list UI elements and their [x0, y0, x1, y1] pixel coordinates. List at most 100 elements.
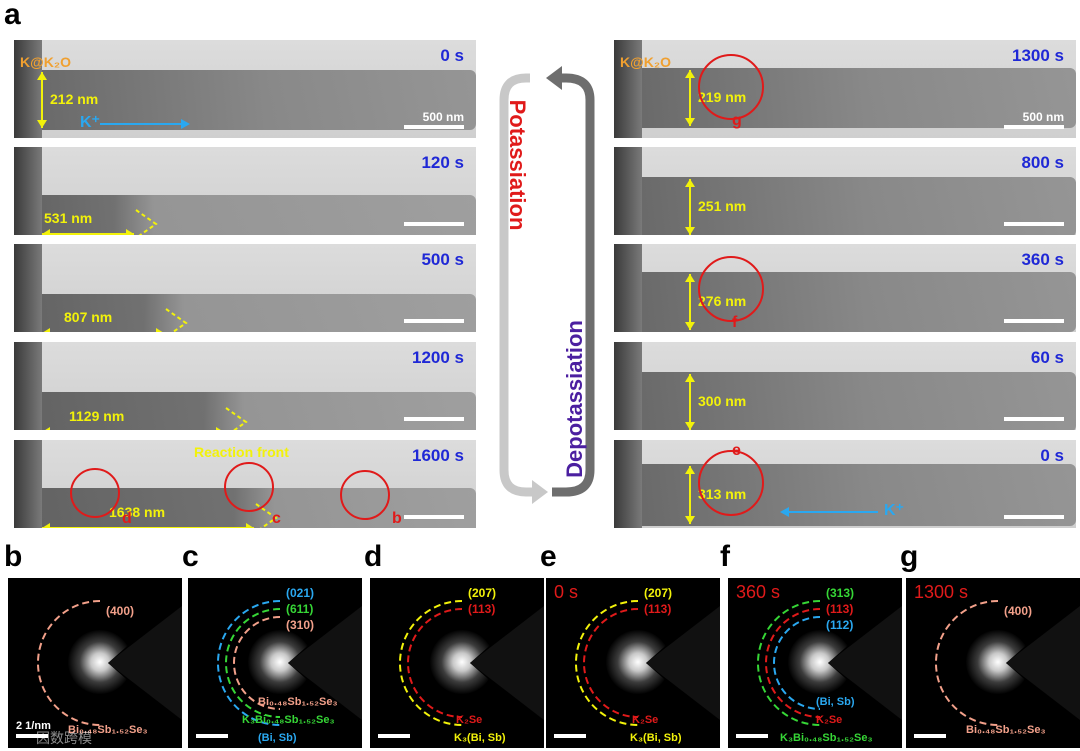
nanowire [14, 70, 476, 130]
right-frame-2: 360 s 276 nm f [614, 244, 1076, 332]
saed-time: 0 s [554, 582, 579, 602]
ring-index: (207) [468, 586, 497, 600]
measure-arrow [43, 308, 188, 332]
phase-label: Bi₀.₄₈Sb₁.₅₂Se₃ [68, 724, 148, 736]
diffraction-rings [575, 598, 720, 728]
saed-scale-bar [736, 734, 768, 738]
k-ion-arrow [780, 507, 878, 517]
scale-bar [1004, 417, 1064, 421]
electrode-label: K@K₂O [620, 54, 671, 70]
measure-arrow [42, 209, 158, 235]
electrode-edge [14, 40, 42, 138]
ring-index: (400) [106, 604, 135, 618]
frame-time: 60 s [1030, 348, 1064, 367]
ring-index: (207) [644, 586, 673, 600]
region-mark: c [272, 510, 281, 527]
measure-arrow [42, 503, 278, 528]
scale-bar [1004, 319, 1064, 323]
frame-time: 0 s [440, 46, 464, 65]
ring-index: (400) [1004, 604, 1033, 618]
saed-scale-bar [554, 734, 586, 738]
nanowire [14, 195, 476, 235]
scale-bar [1004, 515, 1064, 519]
ring-index: (313) [826, 586, 855, 600]
phase-label: K₃(Bi, Sb) [630, 732, 682, 744]
saed-panel-g: (400) 1300 s Bi₀.₄₈Sb₁.₅₂Se₃ [906, 578, 1080, 748]
region-circle [698, 54, 764, 120]
phase-label: (Bi, Sb) [816, 696, 855, 708]
frame-time: 500 s [421, 250, 464, 269]
nanowire [14, 294, 476, 332]
scale-bar [404, 319, 464, 323]
scale-bar [404, 515, 464, 519]
panel-label-b: b [4, 540, 23, 573]
measure-value: 1129 nm [69, 408, 125, 424]
electrode-edge [614, 244, 642, 332]
panel-label-c: c [182, 540, 199, 573]
saed-time: 1300 s [914, 582, 969, 602]
measure-arrow [685, 274, 695, 330]
region-mark: b [392, 510, 402, 527]
phase-label: K₂Se [632, 714, 659, 726]
saed-panel-d: (207) (113) K₂Se K₃(Bi, Sb) [370, 578, 544, 748]
measure-value: 212 nm [50, 91, 99, 107]
phase-label: K₂Se [816, 714, 843, 726]
frame-time: 1300 s [1012, 46, 1064, 65]
frame-time: 1600 s [412, 446, 464, 465]
panel-label-e: e [540, 540, 557, 573]
measure-arrow [685, 179, 695, 235]
electrode-edge [14, 244, 42, 332]
panel-label-a: a [4, 0, 21, 31]
panel-label-g: g [900, 540, 919, 573]
saed-scale-bar [196, 734, 228, 738]
scale-bar-label: 500 nm [422, 110, 464, 124]
diffraction-rings [935, 598, 1080, 728]
electrode-edge [614, 440, 642, 528]
cycle-arrows [499, 66, 595, 504]
panel-label-d: d [364, 540, 383, 573]
region-circle [224, 462, 274, 512]
scale-bar [1004, 125, 1064, 129]
left-frame-3: 1200 s 1129 nm [14, 342, 476, 430]
phase-label: K₂Se [456, 714, 483, 726]
measure-arrow [685, 70, 695, 126]
phase-label: Bi₀.₄₈Sb₁.₅₂Se₃ [966, 724, 1046, 736]
ring-index: (611) [286, 602, 314, 616]
phase-label: K₃Bi₀.₄₈Sb₁.₅₂Se₃ [242, 714, 335, 726]
phase-label: K₃(Bi, Sb) [454, 732, 506, 744]
ring-index: (113) [826, 602, 854, 616]
electrode-edge [14, 440, 42, 528]
diffraction-rings [757, 598, 902, 728]
frame-time: 1200 s [412, 348, 464, 367]
right-frame-3: 60 s 300 nm [614, 342, 1076, 430]
electrode-label: K@K₂O [20, 54, 71, 70]
saed-scale-bar [16, 734, 48, 738]
right-frame-4: 0 s 313 nm K⁺ e [614, 440, 1076, 528]
ring-index: (113) [644, 602, 672, 616]
ring-index: (112) [826, 618, 854, 632]
saed-scale-label: 2 1/nm [16, 720, 51, 732]
diffraction-rings [37, 598, 182, 728]
region-circle [70, 468, 120, 518]
measure-value: 251 nm [698, 198, 747, 214]
scale-bar [404, 417, 464, 421]
frame-time: 120 s [421, 153, 464, 172]
scale-bar [404, 125, 464, 129]
electrode-edge [614, 342, 642, 430]
region-mark: e [732, 442, 741, 459]
saed-scale-bar [914, 734, 946, 738]
saed-panel-c: (021) (611) (310) Bi₀.₄₈Sb₁.₅₂Se₃ K₃Bi₀.₄₈Sb… [188, 578, 362, 748]
electrode-edge [14, 342, 42, 430]
scale-bar [1004, 222, 1064, 226]
nanowire [14, 392, 476, 430]
region-circle [698, 450, 764, 516]
panel-label-f: f [720, 540, 730, 573]
region-mark: d [122, 510, 132, 527]
left-frame-0: 0 s 212 nm K@K₂O 500 nm K⁺ [14, 40, 476, 138]
measure-value: 300 nm [698, 393, 747, 409]
k-ion-arrow [100, 119, 190, 129]
region-mark: f [732, 314, 738, 331]
electrode-edge [14, 147, 42, 235]
phase-label: (Bi, Sb) [258, 732, 297, 744]
measure-arrow [37, 72, 47, 128]
